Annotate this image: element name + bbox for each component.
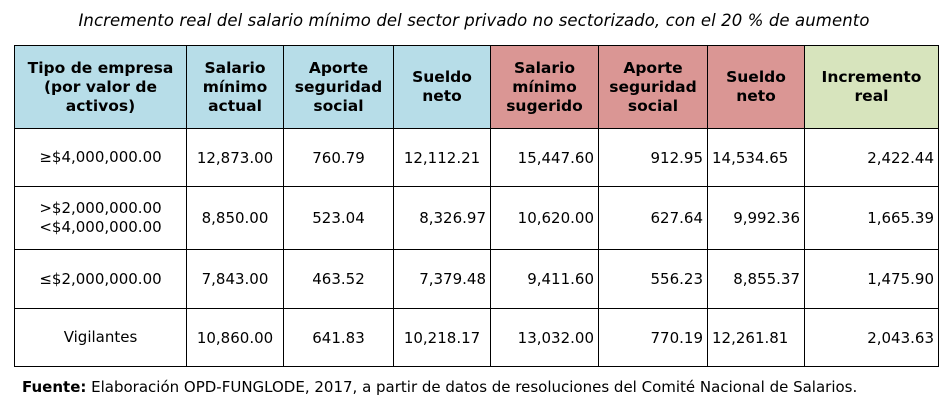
header-row: Tipo de empresa (por valor de activos) S… bbox=[14, 45, 939, 129]
header-sueldo-actual: Sueldo neto bbox=[393, 45, 491, 129]
header-salario-sugerido: Salario mínimo sugerido bbox=[490, 45, 599, 129]
header-aporte-sugerido: Aporte seguridad social bbox=[598, 45, 708, 129]
table-row: Vigilantes 10,860.00 641.83 10,218.17 13… bbox=[14, 308, 939, 367]
table-row: ≥$4,000,000.00 12,873.00 760.79 12,112.2… bbox=[14, 128, 939, 187]
source-note: Fuente: Elaboración OPD-FUNGLODE, 2017, … bbox=[22, 378, 857, 396]
table-row: ≤$2,000,000.00 7,843.00 463.52 7,379.48 … bbox=[14, 249, 939, 309]
cell-incremento-real: 2,422.44 bbox=[804, 128, 939, 187]
cell-aporte-actual: 641.83 bbox=[283, 308, 394, 367]
cell-incremento-real: 2,043.63 bbox=[804, 308, 939, 367]
cell-aporte-sugerido: 770.19 bbox=[598, 308, 708, 367]
cell-salario-sugerido: 13,032.00 bbox=[490, 308, 599, 367]
source-label: Fuente: bbox=[22, 378, 87, 396]
cell-salario-actual: 8,850.00 bbox=[186, 186, 284, 250]
cell-salario-sugerido: 15,447.60 bbox=[490, 128, 599, 187]
cell-aporte-actual: 463.52 bbox=[283, 249, 394, 309]
header-tipo-empresa: Tipo de empresa (por valor de activos) bbox=[14, 45, 187, 129]
row-category: ≤$2,000,000.00 bbox=[14, 249, 187, 309]
cell-incremento-real: 1,475.90 bbox=[804, 249, 939, 309]
cell-sueldo-sugerido: 9,992.36 bbox=[707, 186, 805, 250]
row-category: Vigilantes bbox=[14, 308, 187, 367]
cell-sueldo-actual: 7,379.48 bbox=[393, 249, 491, 309]
cell-sueldo-sugerido: 14,534.65 bbox=[707, 128, 805, 187]
table-row: >$2,000,000.00 <$4,000,000.00 8,850.00 5… bbox=[14, 186, 939, 250]
source-text: Elaboración OPD-FUNGLODE, 2017, a partir… bbox=[86, 378, 858, 396]
cell-aporte-actual: 523.04 bbox=[283, 186, 394, 250]
cell-sueldo-actual: 12,112.21 bbox=[393, 128, 491, 187]
cell-aporte-actual: 760.79 bbox=[283, 128, 394, 187]
cell-sueldo-actual: 8,326.97 bbox=[393, 186, 491, 250]
cell-sueldo-sugerido: 12,261.81 bbox=[707, 308, 805, 367]
cell-salario-actual: 10,860.00 bbox=[186, 308, 284, 367]
cell-sueldo-actual: 10,218.17 bbox=[393, 308, 491, 367]
cell-aporte-sugerido: 912.95 bbox=[598, 128, 708, 187]
header-incremento-real: Incremento real bbox=[804, 45, 939, 129]
cell-sueldo-sugerido: 8,855.37 bbox=[707, 249, 805, 309]
header-sueldo-sugerido: Sueldo neto bbox=[707, 45, 805, 129]
row-category: >$2,000,000.00 <$4,000,000.00 bbox=[14, 186, 187, 250]
cell-salario-sugerido: 10,620.00 bbox=[490, 186, 599, 250]
cell-aporte-sugerido: 556.23 bbox=[598, 249, 708, 309]
salary-table: Tipo de empresa (por valor de activos) S… bbox=[14, 45, 939, 367]
header-salario-actual: Salario mínimo actual bbox=[186, 45, 284, 129]
cell-salario-actual: 12,873.00 bbox=[186, 128, 284, 187]
row-category: ≥$4,000,000.00 bbox=[14, 128, 187, 187]
cell-aporte-sugerido: 627.64 bbox=[598, 186, 708, 250]
cell-salario-actual: 7,843.00 bbox=[186, 249, 284, 309]
header-aporte-actual: Aporte seguridad social bbox=[283, 45, 394, 129]
cell-incremento-real: 1,665.39 bbox=[804, 186, 939, 250]
cell-salario-sugerido: 9,411.60 bbox=[490, 249, 599, 309]
table-title: Incremento real del salario mínimo del s… bbox=[78, 11, 870, 30]
